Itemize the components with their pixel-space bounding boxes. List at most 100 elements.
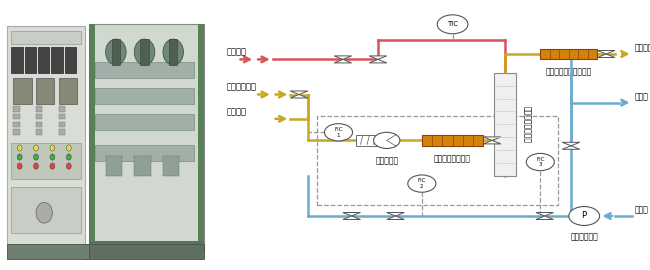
Bar	[163, 156, 179, 177]
Bar	[36, 114, 42, 119]
Bar	[51, 47, 62, 73]
Bar	[140, 39, 149, 65]
Text: TIC: TIC	[447, 21, 458, 27]
Polygon shape	[290, 91, 308, 94]
Text: P: P	[582, 211, 587, 221]
Bar	[96, 145, 194, 161]
Circle shape	[34, 145, 38, 151]
Circle shape	[66, 145, 72, 151]
Circle shape	[408, 175, 436, 192]
Bar	[89, 241, 204, 252]
Polygon shape	[290, 94, 308, 98]
Bar	[85, 244, 204, 259]
Polygon shape	[334, 59, 352, 63]
Polygon shape	[597, 50, 615, 54]
Text: スチーム: スチーム	[227, 48, 246, 57]
Bar	[198, 23, 204, 252]
Bar	[12, 47, 23, 73]
Bar	[356, 135, 378, 146]
Text: FIC
2: FIC 2	[417, 178, 426, 189]
Bar	[96, 62, 194, 78]
Bar	[14, 129, 20, 135]
Circle shape	[50, 163, 55, 169]
Bar	[96, 88, 194, 104]
Bar	[96, 114, 194, 130]
Bar	[25, 47, 36, 73]
Circle shape	[324, 124, 352, 141]
Polygon shape	[484, 140, 501, 144]
Bar	[58, 129, 64, 135]
Bar	[36, 78, 55, 104]
Circle shape	[50, 154, 55, 160]
Text: 希釈水: 希釈水	[634, 206, 649, 215]
Text: 澱粉糊液: 澱粉糊液	[634, 44, 650, 53]
Circle shape	[66, 154, 72, 160]
Circle shape	[569, 207, 599, 225]
Bar	[7, 244, 89, 259]
Bar	[89, 23, 204, 252]
Bar	[58, 114, 64, 119]
Polygon shape	[343, 212, 360, 216]
Polygon shape	[387, 216, 404, 220]
Bar	[36, 106, 42, 112]
Circle shape	[526, 153, 554, 171]
Bar	[105, 156, 122, 177]
Text: スタティックミキサー: スタティックミキサー	[546, 68, 592, 76]
Bar	[135, 156, 151, 177]
Polygon shape	[536, 212, 554, 216]
Bar	[7, 26, 85, 244]
Polygon shape	[334, 56, 352, 59]
Bar	[14, 114, 20, 119]
Bar	[540, 49, 597, 59]
Polygon shape	[536, 216, 554, 220]
Bar	[12, 31, 81, 44]
Polygon shape	[562, 146, 580, 149]
Circle shape	[34, 154, 38, 160]
Bar	[38, 47, 49, 73]
Polygon shape	[369, 56, 387, 59]
Bar	[58, 78, 77, 104]
Circle shape	[437, 15, 468, 34]
Circle shape	[34, 163, 38, 169]
Polygon shape	[343, 216, 360, 220]
Polygon shape	[597, 54, 615, 58]
Polygon shape	[387, 212, 404, 216]
Bar	[422, 135, 484, 146]
Text: リターン: リターン	[227, 107, 246, 116]
Polygon shape	[562, 142, 580, 146]
Circle shape	[66, 163, 72, 169]
Circle shape	[17, 145, 22, 151]
Circle shape	[135, 39, 155, 65]
Bar	[89, 23, 96, 252]
Text: FIC
1: FIC 1	[334, 127, 343, 138]
Text: 澱粉スラリー: 澱粉スラリー	[227, 83, 257, 92]
Bar	[64, 47, 76, 73]
Circle shape	[163, 39, 183, 65]
Bar	[58, 106, 64, 112]
Polygon shape	[369, 59, 387, 63]
Bar	[36, 122, 42, 127]
Bar	[58, 122, 64, 127]
Bar	[12, 187, 81, 234]
Bar	[112, 39, 120, 65]
Text: 澱粉ポンプ: 澱粉ポンプ	[375, 157, 398, 166]
Bar	[12, 143, 81, 179]
Bar	[14, 78, 32, 104]
Circle shape	[105, 39, 126, 65]
Bar	[317, 116, 558, 205]
Text: ホールディング管: ホールディング管	[523, 106, 532, 143]
Text: ノリタケクッカー: ノリタケクッカー	[434, 154, 471, 163]
Circle shape	[374, 132, 400, 149]
Circle shape	[17, 163, 22, 169]
Polygon shape	[484, 137, 501, 140]
Bar	[494, 73, 516, 176]
Text: FIC
3: FIC 3	[536, 157, 545, 167]
Bar	[36, 129, 42, 135]
Circle shape	[36, 202, 53, 223]
Bar	[14, 122, 20, 127]
Bar	[169, 39, 177, 65]
Bar	[14, 106, 20, 112]
Text: 排　出: 排 出	[634, 92, 649, 101]
Text: 希釈水ポンプ: 希釈水ポンプ	[570, 232, 598, 241]
Circle shape	[50, 145, 55, 151]
